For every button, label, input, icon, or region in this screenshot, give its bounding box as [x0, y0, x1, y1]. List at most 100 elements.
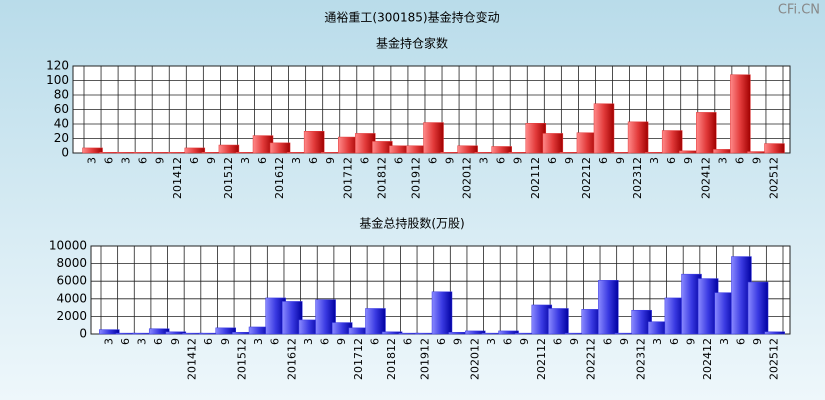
x-tick-label: 201512: [222, 157, 235, 199]
x-tick-label: 6: [665, 157, 678, 164]
y-tick-label: 100: [46, 73, 69, 87]
x-tick-label: 202512: [768, 338, 781, 380]
x-tick-label: 201812: [385, 338, 398, 380]
bar: [303, 131, 325, 154]
x-tick-label: 3: [651, 338, 664, 345]
x-tick-label: 6: [392, 157, 405, 164]
x-tick-label: 3: [136, 338, 149, 345]
x-tick-label: 6: [734, 338, 747, 345]
x-tick-label: 3: [302, 338, 315, 345]
x-tick-label: 6: [202, 338, 215, 345]
bar: [730, 74, 751, 154]
x-tick-label: 6: [119, 338, 132, 345]
x-tick-label: 9: [219, 338, 232, 345]
x-tick-label: 3: [485, 338, 498, 345]
bar: [82, 147, 103, 154]
x-tick-label: 9: [750, 157, 763, 164]
x-tick-label: 202512: [767, 157, 780, 199]
x-tick-label: 6: [256, 157, 269, 164]
x-tick-label: 9: [618, 338, 631, 345]
x-tick-label: 202312: [635, 338, 648, 380]
watermark: CFi.CN: [778, 3, 820, 18]
x-tick-label: 202012: [468, 338, 481, 380]
x-tick-label: 201812: [375, 157, 388, 199]
x-tick-label: 9: [444, 157, 457, 164]
bar: [431, 291, 453, 335]
bar: [457, 145, 478, 154]
x-tick-label: 201912: [409, 157, 422, 199]
x-tick-label: 9: [751, 338, 764, 345]
x-tick-label: 9: [154, 157, 167, 164]
x-tick-label: 3: [120, 157, 133, 164]
x-tick-label: 3: [716, 157, 729, 164]
y-tick-label: 40: [54, 117, 69, 131]
bar: [215, 327, 237, 335]
x-tick-label: 202012: [461, 157, 474, 199]
x-tick-label: 9: [682, 157, 695, 164]
bar: [747, 281, 769, 335]
x-tick-label: 201612: [273, 157, 286, 199]
x-tick-label: 3: [718, 338, 731, 345]
x-tick-label: 6: [551, 338, 564, 345]
chart-title: 基金持仓家数: [376, 36, 448, 51]
y-tick-label: 6000: [56, 274, 87, 288]
bar: [465, 330, 486, 335]
x-tick-label: 202112: [535, 338, 548, 380]
bar: [99, 329, 120, 335]
x-tick-label: 202212: [580, 157, 593, 199]
x-tick-label: 201912: [418, 338, 431, 380]
y-tick-label: 0: [79, 327, 87, 341]
y-tick-label: 8000: [56, 256, 87, 270]
x-tick-label: 9: [568, 338, 581, 345]
bar: [542, 133, 564, 154]
chart-title: 基金总持股数(万股): [359, 216, 464, 231]
bar: [593, 103, 615, 154]
x-tick-label: 9: [614, 157, 627, 164]
x-tick-label: 6: [546, 157, 559, 164]
x-tick-label: 6: [495, 157, 508, 164]
x-tick-label: 202412: [699, 157, 712, 199]
bar: [764, 331, 785, 335]
bar: [423, 122, 444, 154]
bar: [269, 142, 291, 154]
x-tick-label: 9: [169, 338, 182, 345]
bar: [218, 144, 240, 154]
y-tick-label: 2000: [56, 309, 87, 323]
y-tick-label: 20: [54, 131, 69, 145]
bar: [315, 299, 336, 335]
x-tick-label: 9: [324, 157, 337, 164]
x-tick-label: 6: [307, 157, 320, 164]
page-title: 通裕重工(300185)基金持仓变动: [324, 10, 499, 25]
x-tick-label: 9: [452, 338, 465, 345]
x-tick-label: 9: [335, 338, 348, 345]
x-tick-label: 6: [137, 157, 150, 164]
x-tick-label: 9: [518, 338, 531, 345]
x-tick-label: 6: [368, 338, 381, 345]
x-tick-label: 6: [188, 157, 201, 164]
x-tick-label: 6: [502, 338, 515, 345]
x-tick-label: 6: [358, 157, 371, 164]
x-tick-label: 3: [290, 157, 303, 164]
x-tick-label: 3: [478, 157, 491, 164]
bar: [696, 112, 717, 154]
bar: [365, 308, 386, 335]
bar: [282, 301, 303, 335]
x-tick-label: 202412: [701, 338, 714, 380]
y-tick-label: 4000: [56, 291, 87, 305]
x-tick-label: 6: [435, 338, 448, 345]
bar: [627, 121, 649, 154]
bar: [764, 143, 785, 154]
x-tick-label: 201512: [235, 338, 248, 380]
bar: [661, 130, 683, 154]
x-tick-label: 201412: [171, 157, 184, 199]
y-tick-label: 10000: [49, 239, 87, 253]
x-tick-label: 9: [512, 157, 525, 164]
x-tick-label: 3: [86, 157, 99, 164]
x-tick-label: 6: [319, 338, 332, 345]
x-tick-label: 6: [152, 338, 165, 345]
bar: [148, 328, 170, 335]
x-tick-label: 6: [597, 157, 610, 164]
y-tick-label: 0: [61, 146, 69, 160]
x-tick-label: 3: [239, 157, 252, 164]
